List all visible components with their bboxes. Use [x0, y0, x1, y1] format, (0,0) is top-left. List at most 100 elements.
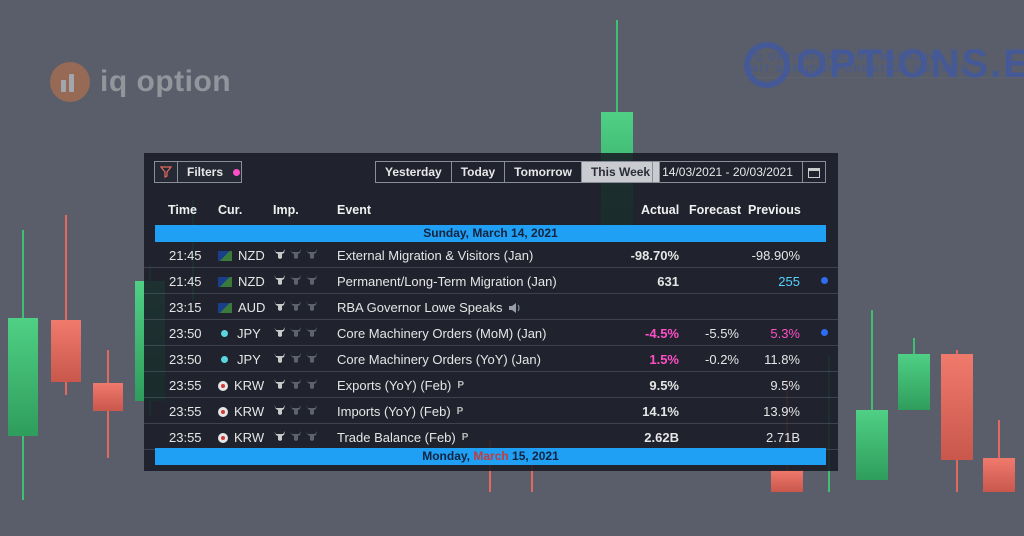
bull-icon — [306, 327, 317, 337]
row-event[interactable]: Imports (YoY) (Feb) P — [337, 404, 463, 419]
row-previous: 13.9% — [763, 404, 800, 419]
economic-calendar-panel: Filters Yesterday Today Tomorrow This We… — [144, 153, 838, 471]
table-row[interactable]: 23:50 JPY Core Machinery Orders (YoY) (Jan… — [144, 346, 838, 372]
table-row[interactable]: 23:55 KRW Trade Balance (Feb) P 2.62B 2.71B — [144, 424, 838, 450]
row-event[interactable]: Exports (YoY) (Feb) P — [337, 378, 464, 393]
flag-kr-icon — [218, 406, 228, 417]
col-importance[interactable]: Imp. — [273, 203, 299, 217]
bull-icon — [274, 275, 285, 285]
filters-button[interactable]: Filters — [154, 161, 242, 183]
row-time: 23:50 — [169, 326, 202, 341]
date-range-picker[interactable]: 14/03/2021 - 20/03/2021 — [652, 161, 826, 183]
row-currency-code: KRW — [234, 404, 265, 419]
row-importance — [273, 300, 318, 312]
revised-dot-icon — [821, 329, 828, 336]
day-header-month: March — [473, 449, 509, 463]
row-event[interactable]: External Migration & Visitors (Jan) — [337, 248, 533, 263]
row-event[interactable]: Core Machinery Orders (MoM) (Jan) — [337, 326, 547, 341]
bull-icon — [274, 301, 285, 311]
row-currency-code: JPY — [237, 352, 261, 367]
row-previous: 11.8% — [764, 352, 800, 367]
row-currency: NZD — [218, 248, 265, 263]
date-range-text: 14/03/2021 - 20/03/2021 — [662, 165, 793, 179]
row-forecast: -0.2% — [705, 352, 739, 367]
tab-today[interactable]: Today — [452, 162, 506, 182]
row-event[interactable]: Core Machinery Orders (YoY) (Jan) — [337, 352, 541, 367]
bull-icon — [306, 301, 317, 311]
row-previous: 5.3% — [770, 326, 800, 341]
preliminary-icon: P — [456, 406, 464, 417]
col-event[interactable]: Event — [337, 203, 372, 217]
funnel-icon — [155, 162, 178, 182]
table-row[interactable]: 23:15 AUD RBA Governor Lowe Speaks — [144, 294, 838, 320]
flag-au-icon — [218, 302, 232, 313]
speaker-icon — [509, 302, 520, 313]
row-currency-code: KRW — [234, 378, 265, 393]
row-time: 23:15 — [169, 300, 202, 315]
row-actual: 9.5% — [649, 378, 679, 393]
row-importance — [273, 326, 318, 338]
row-time: 23:55 — [169, 378, 202, 393]
row-event[interactable]: Trade Balance (Feb) P — [337, 430, 468, 445]
column-headers: Time Cur. Imp. Event Actual Forecast Pre… — [144, 203, 838, 219]
row-time: 23:55 — [169, 404, 202, 419]
table-row[interactable]: 21:45 NZD External Migration & Visitors (J… — [144, 242, 838, 268]
row-event-name: Core Machinery Orders (YoY) (Jan) — [337, 352, 541, 367]
bull-icon — [306, 275, 317, 285]
row-time: 21:45 — [169, 274, 202, 289]
col-actual[interactable]: Actual — [641, 203, 680, 217]
flag-jp-icon — [221, 356, 228, 363]
row-importance — [273, 430, 318, 442]
row-currency: AUD — [218, 300, 265, 315]
table-row[interactable]: 23:50 JPY Core Machinery Orders (MoM) (Jan… — [144, 320, 838, 346]
row-event[interactable]: Permanent/Long-Term Migration (Jan) — [337, 274, 557, 289]
row-event[interactable]: RBA Governor Lowe Speaks — [337, 300, 522, 315]
flag-kr-icon — [218, 432, 228, 443]
bull-icon — [274, 353, 285, 363]
bull-icon — [306, 249, 317, 259]
row-currency: KRW — [218, 430, 264, 445]
col-currency[interactable]: Cur. — [218, 203, 243, 217]
flag-kr-icon — [218, 380, 228, 391]
row-event-name: Imports (YoY) (Feb) — [337, 404, 451, 419]
preliminary-icon: P — [457, 380, 465, 391]
row-currency: KRW — [218, 404, 264, 419]
row-forecast: -5.5% — [705, 326, 739, 341]
bull-icon — [274, 379, 285, 389]
row-currency: JPY — [218, 326, 261, 341]
table-row[interactable]: 23:55 KRW Imports (YoY) (Feb) P 14.1% 13.9% — [144, 398, 838, 424]
bull-icon — [274, 327, 285, 337]
tab-this-week[interactable]: This Week — [581, 162, 660, 182]
col-previous[interactable]: Previous — [748, 203, 801, 217]
row-importance — [273, 404, 318, 416]
row-importance — [273, 352, 318, 364]
row-event-name: Exports (YoY) (Feb) — [337, 378, 452, 393]
day-header: Monday, March 15, 2021 — [155, 448, 826, 465]
day-header-part: 15, 2021 — [508, 449, 559, 463]
table-row[interactable]: 21:45 NZD Permanent/Long-Term Migration (J… — [144, 268, 838, 294]
row-previous: 255 — [778, 274, 800, 289]
bull-icon — [274, 249, 285, 259]
bull-icon — [274, 405, 285, 415]
row-currency: KRW — [218, 378, 264, 393]
row-currency-code: NZD — [238, 274, 265, 289]
row-currency: NZD — [218, 274, 265, 289]
tab-tomorrow[interactable]: Tomorrow — [505, 162, 582, 182]
row-currency-code: KRW — [234, 430, 265, 445]
row-importance — [273, 248, 318, 260]
col-forecast[interactable]: Forecast — [689, 203, 742, 217]
iq-option-logo: iq option — [50, 62, 231, 102]
row-actual: 2.62B — [644, 430, 679, 445]
preliminary-icon: P — [461, 432, 469, 443]
calendar-icon[interactable] — [802, 162, 825, 182]
period-tabs: Yesterday Today Tomorrow This Week — [375, 161, 661, 183]
bar-chart-icon — [50, 62, 90, 102]
row-event-name: Trade Balance (Feb) — [337, 430, 456, 445]
row-actual: -4.5% — [645, 326, 679, 341]
table-row[interactable]: 23:55 KRW Exports (YoY) (Feb) P 9.5% 9.5% — [144, 372, 838, 398]
tab-yesterday[interactable]: Yesterday — [376, 162, 452, 182]
col-time[interactable]: Time — [168, 203, 197, 217]
bull-icon — [290, 431, 301, 441]
row-actual: -98.70% — [630, 248, 679, 263]
row-actual: 631 — [657, 274, 679, 289]
